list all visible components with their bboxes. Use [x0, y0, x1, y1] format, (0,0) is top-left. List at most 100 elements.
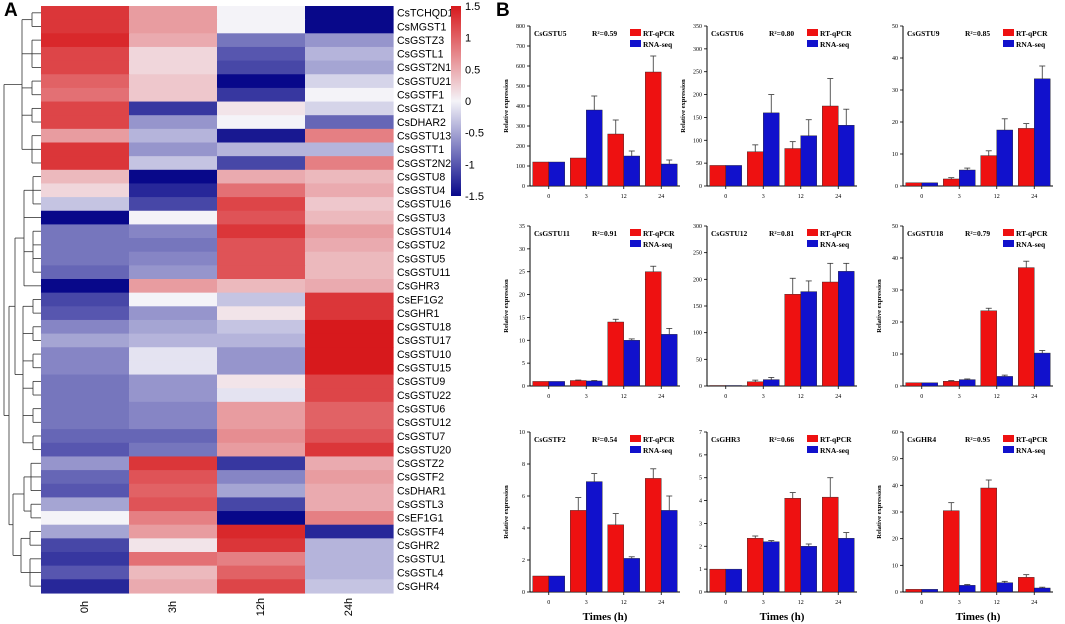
y-tick-label: 50 — [892, 224, 898, 230]
column-label: 0h — [79, 601, 91, 613]
heatmap-cell — [305, 306, 394, 321]
x-tick-label: 12 — [621, 600, 627, 606]
y-tick-label: 0 — [699, 590, 702, 596]
legend-swatch-rna-seq — [1003, 446, 1014, 453]
gene-label: CsDHAR2 — [397, 117, 446, 129]
heatmap-cell — [41, 565, 130, 580]
y-tick-label: 2 — [522, 558, 525, 564]
legend-label: RNA-seq — [820, 446, 850, 455]
heatmap-cell — [41, 511, 130, 526]
legend-swatch-rt-qpcr — [807, 29, 818, 36]
heatmap-cell — [129, 46, 218, 62]
heatmap-cell — [41, 292, 130, 307]
rna-seq-bar — [623, 155, 640, 187]
heatmap-cell — [217, 415, 306, 430]
gene-label: CsGSTF1 — [397, 90, 444, 102]
gene-label: CsGHR3 — [397, 281, 439, 293]
y-axis-label: Relative expression — [503, 79, 510, 133]
x-tick-label: 0 — [920, 600, 923, 606]
y-tick-label: 0 — [522, 384, 525, 390]
y-tick-label: 30 — [892, 88, 898, 94]
rt-qpcr-bar — [980, 155, 997, 187]
x-tick-label: 3 — [585, 194, 588, 200]
y-tick-label: 7 — [699, 430, 702, 436]
colorbar — [451, 6, 461, 196]
legend-label: RNA-seq — [820, 40, 850, 49]
x-tick-label: 0 — [547, 394, 550, 400]
heatmap-cell — [129, 115, 218, 130]
y-tick-label: 20 — [892, 320, 898, 326]
gene-label: CsGSTU2 — [397, 240, 445, 252]
gene-label: CsGSTU7 — [397, 431, 445, 443]
legend-swatch-rt-qpcr — [630, 229, 641, 236]
heatmap-cell — [41, 306, 130, 321]
heatmap-cell — [129, 333, 218, 348]
rt-qpcr-bar — [822, 281, 839, 387]
heatmap-cell — [217, 538, 306, 553]
rt-qpcr-bar — [747, 381, 764, 387]
rt-qpcr-bar — [747, 538, 764, 593]
heatmap-cell — [305, 319, 394, 335]
heatmap-cell — [41, 483, 130, 498]
heatmap-cell — [217, 87, 306, 103]
heatmap-cell — [129, 169, 218, 185]
heatmap-cell — [305, 470, 394, 485]
heatmap-cell — [217, 19, 306, 34]
x-tick-label: 3 — [585, 600, 588, 606]
heatmap-cell — [217, 169, 306, 185]
y-axis-label: Relative expression — [876, 485, 883, 539]
gene-label: CsGSTU8 — [397, 171, 445, 183]
heatmap-cell — [305, 46, 394, 62]
x-tick-label: 24 — [835, 394, 841, 400]
heatmap-cell — [129, 388, 218, 403]
rt-qpcr-bar — [1018, 267, 1035, 387]
heatmap-cell — [41, 6, 130, 21]
heatmap-cell — [41, 156, 130, 171]
y-tick-label: 0 — [895, 590, 898, 596]
rna-seq-bar — [996, 129, 1013, 187]
heatmap-cell — [305, 538, 394, 553]
heatmap-cell — [305, 224, 394, 239]
heatmap-cell — [41, 497, 130, 512]
heatmap-cell — [41, 142, 130, 157]
panel-b-label: B — [496, 0, 510, 21]
y-tick-label: 40 — [892, 56, 898, 62]
x-tick-label: 24 — [1031, 600, 1037, 606]
heatmap-cell — [41, 101, 130, 116]
colorbar-tick-label: 0 — [465, 96, 471, 108]
heatmap-cell — [305, 33, 394, 48]
y-tick-label: 35 — [519, 224, 525, 230]
heatmap-cell — [305, 347, 394, 362]
heatmap-cell — [129, 156, 218, 171]
rt-qpcr-bar — [905, 182, 922, 187]
heatmap-cell — [305, 511, 394, 526]
heatmap-cell — [129, 552, 218, 567]
heatmap-cell — [217, 197, 306, 212]
y-tick-label: 100 — [693, 138, 702, 144]
heatmap-cell — [305, 374, 394, 389]
heatmap-cell — [129, 74, 218, 89]
x-tick-label: 0 — [920, 394, 923, 400]
legend-swatch-rna-seq — [807, 240, 818, 247]
x-axis-label: Times (h) — [583, 611, 628, 623]
y-tick-label: 100 — [516, 164, 525, 170]
heatmap-cell — [305, 74, 394, 89]
heatmap-cell — [217, 497, 306, 512]
rt-qpcr-bar — [1018, 577, 1035, 593]
heatmap-cell — [217, 238, 306, 253]
panel-a-label: A — [4, 0, 18, 21]
heatmap-cell — [217, 210, 306, 225]
heatmap-cell — [217, 306, 306, 321]
bar-chart-panel: 0 10 20 30 40 50 0 3 12 24 CsGSTU18 R²=0.79 RT-qPCR R… — [876, 224, 1053, 400]
heatmap-cell — [305, 415, 394, 430]
heatmap-cell — [41, 442, 130, 458]
y-tick-label: 350 — [693, 24, 702, 30]
rt-qpcr-bar — [532, 575, 549, 593]
bar-chart-panel: 0 50 100 150 200 250 300 0 3 12 24 CsGSTU12 R²=0.81 R… — [693, 224, 857, 400]
heatmap-cell — [305, 442, 394, 458]
rna-seq-bar — [725, 568, 742, 593]
x-tick-label: 0 — [547, 194, 550, 200]
heatmap-cell — [129, 251, 218, 266]
heatmap-cell — [305, 169, 394, 185]
